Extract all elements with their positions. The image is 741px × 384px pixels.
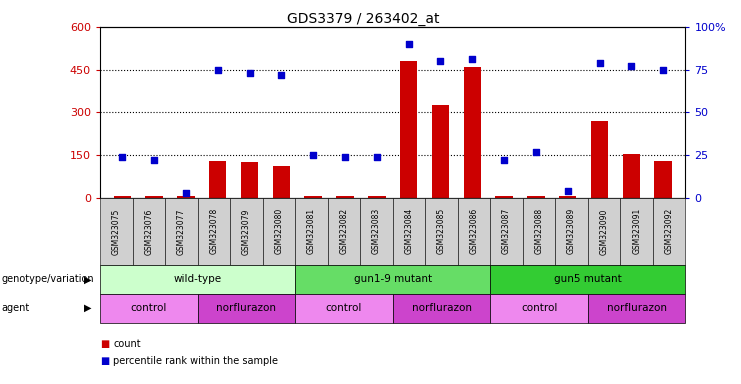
Point [244, 70, 256, 76]
Point [594, 60, 605, 66]
Text: control: control [326, 303, 362, 313]
Text: agent: agent [1, 303, 30, 313]
Text: ▶: ▶ [84, 303, 91, 313]
Bar [305, 196, 322, 198]
Point [116, 154, 128, 160]
Point [562, 188, 574, 194]
Text: GSM323092: GSM323092 [665, 208, 674, 255]
Text: gun1-9 mutant: gun1-9 mutant [353, 274, 432, 285]
Point [339, 154, 351, 160]
Point [434, 58, 446, 64]
Text: GSM323077: GSM323077 [177, 208, 186, 255]
Text: gun5 mutant: gun5 mutant [554, 274, 622, 285]
Bar [241, 162, 259, 198]
Point [530, 149, 542, 155]
Bar [273, 166, 290, 198]
Text: GSM323078: GSM323078 [210, 208, 219, 255]
Text: GSM323084: GSM323084 [405, 208, 413, 255]
Point [148, 157, 160, 163]
Text: GSM323086: GSM323086 [470, 208, 479, 255]
Bar [145, 196, 163, 198]
Text: GSM323080: GSM323080 [274, 208, 283, 255]
Text: GSM323090: GSM323090 [599, 208, 608, 255]
Text: GSM323087: GSM323087 [502, 208, 511, 255]
Bar [336, 196, 353, 198]
Point [180, 190, 192, 196]
Bar [177, 196, 195, 198]
Text: wild-type: wild-type [173, 274, 222, 285]
Bar [464, 67, 481, 198]
Text: control: control [130, 303, 167, 313]
Text: control: control [521, 303, 557, 313]
Text: norflurazon: norflurazon [216, 303, 276, 313]
Point [308, 152, 319, 158]
Text: GSM323089: GSM323089 [567, 208, 576, 255]
Text: GDS3379 / 263402_at: GDS3379 / 263402_at [287, 12, 439, 25]
Text: GSM323081: GSM323081 [307, 208, 316, 255]
Bar [559, 196, 576, 198]
Text: GSM323075: GSM323075 [112, 208, 121, 255]
Text: norflurazon: norflurazon [607, 303, 667, 313]
Text: genotype/variation: genotype/variation [1, 274, 94, 285]
Point [498, 157, 510, 163]
Bar [113, 196, 131, 198]
Point [657, 66, 669, 73]
Bar [495, 196, 513, 198]
Bar [591, 121, 608, 198]
Point [212, 66, 224, 73]
Text: norflurazon: norflurazon [411, 303, 471, 313]
Point [625, 63, 637, 69]
Text: GSM323088: GSM323088 [534, 208, 544, 255]
Point [402, 41, 414, 47]
Text: ▶: ▶ [84, 274, 91, 285]
Text: ■: ■ [100, 339, 109, 349]
Text: GSM323085: GSM323085 [437, 208, 446, 255]
Bar [368, 196, 385, 198]
Bar [527, 196, 545, 198]
Bar [209, 161, 227, 198]
Point [466, 56, 478, 63]
Bar [400, 61, 417, 198]
Text: GSM323076: GSM323076 [144, 208, 153, 255]
Text: GSM323083: GSM323083 [372, 208, 381, 255]
Bar [622, 154, 640, 198]
Text: GSM323091: GSM323091 [632, 208, 641, 255]
Text: ■: ■ [100, 356, 109, 366]
Text: count: count [113, 339, 141, 349]
Point [371, 154, 383, 160]
Bar [432, 105, 449, 198]
Point [276, 72, 288, 78]
Text: GSM323079: GSM323079 [242, 208, 251, 255]
Text: GSM323082: GSM323082 [339, 208, 348, 255]
Text: percentile rank within the sample: percentile rank within the sample [113, 356, 279, 366]
Bar [654, 161, 672, 198]
